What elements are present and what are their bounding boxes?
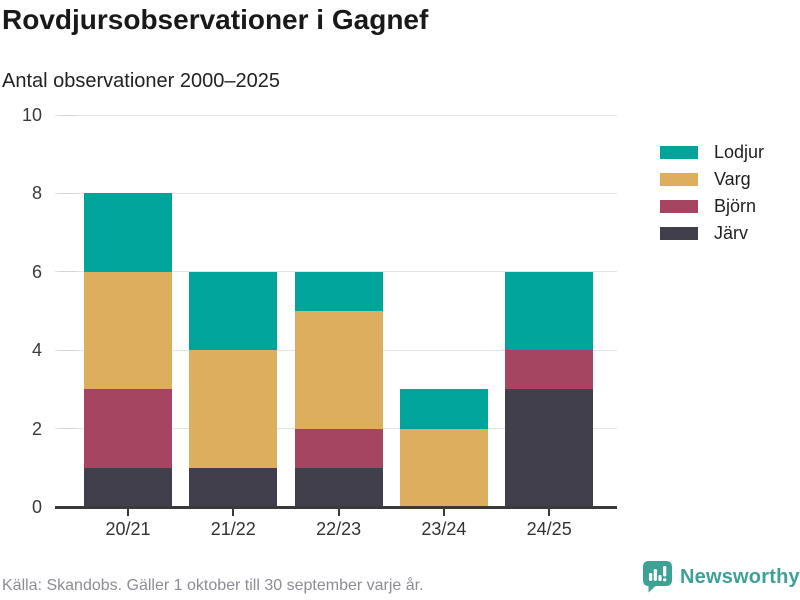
x-tick [232,509,235,516]
bar-segment-bjorn [505,350,594,390]
legend-item-jarv: Järv [660,220,764,247]
legend-swatch-bjorn [660,200,698,213]
bar-segment-jarv [84,467,172,507]
bar-segment-jarv [294,467,383,507]
bar-segment-varg [189,350,278,468]
x-tick [548,509,551,516]
bar-segment-lodjur [84,193,172,272]
y-tick-4 [59,349,77,351]
legend-label: Björn [714,196,757,216]
y-axis-label: 8 [31,183,42,204]
x-tick [127,509,129,516]
legend-label: Varg [714,169,751,189]
bar-segment-bjorn [294,428,383,468]
bar-segment-varg [399,428,488,507]
gridline-8 [55,192,617,194]
y-axis-label: 2 [31,418,42,439]
legend: Lodjur Varg Björn Järv [660,139,764,247]
y-tick-8 [59,192,77,194]
y-axis-label: 6 [31,261,42,282]
legend-label: Järv [714,223,749,243]
bar-segment-lodjur [505,271,594,351]
chart-title: Rovdjursobservationer i Gagnef [2,4,429,35]
chart-subtitle: Antal observationer 2000–2025 [2,70,280,92]
bar-segment-lodjur [399,389,488,429]
legend-item-lodjur: Lodjur [660,139,764,166]
x-axis-label: 22/23 [316,519,362,539]
legend-swatch-lodjur [660,146,698,159]
newsworthy-logo: Newsworthy [643,561,800,593]
bar-segment-varg [84,271,172,390]
bar-segment-lodjur [189,271,278,351]
bar-segment-bjorn [84,389,172,468]
y-axis-label: 10 [21,105,42,125]
y-tick-10 [59,114,77,116]
y-tick-2 [59,428,77,430]
x-axis-label: 20/21 [105,519,151,539]
x-axis-line [55,505,617,509]
y-axis-label: 4 [31,340,42,361]
bar-segment-jarv [505,389,594,507]
y-tick-6 [59,271,77,273]
newsworthy-bubble-chart-icon [643,561,672,593]
legend-item-varg: Varg [660,166,764,193]
newsworthy-wordmark: Newsworthy [680,565,800,588]
x-tick [442,509,445,516]
legend-item-bjorn: Björn [660,193,764,220]
bar-segment-lodjur [294,271,383,311]
y-axis-label: 0 [31,497,42,517]
bar-segment-varg [294,311,383,429]
legend-swatch-jarv [660,227,698,240]
x-axis-label: 23/24 [421,519,467,539]
legend-label: Lodjur [714,142,765,162]
bar-segment-jarv [189,467,278,507]
source-note: Källa: Skandobs. Gäller 1 oktober till 3… [2,577,424,594]
legend-swatch-varg [660,173,698,186]
gridline-10 [55,114,617,116]
x-axis-label: 24/25 [526,519,572,539]
x-tick [337,509,340,516]
x-axis-label: 21/22 [210,519,256,539]
